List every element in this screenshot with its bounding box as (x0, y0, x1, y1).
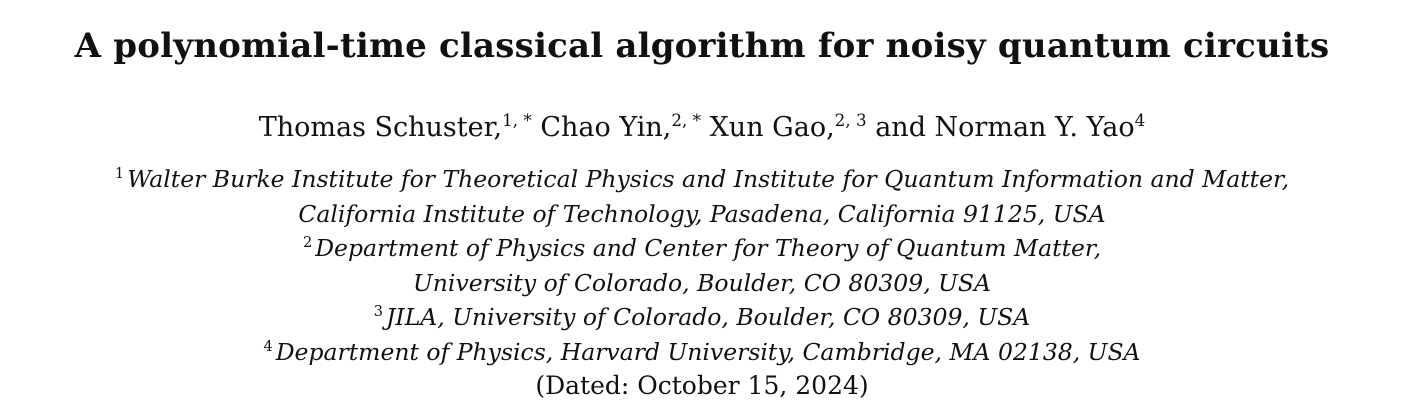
affiliation-3: 3 JILA, University of Colorado, Boulder, … (0, 300, 1404, 335)
author-affiliation-marks: 1, * (502, 110, 532, 130)
affiliation-number: 2 (302, 234, 313, 252)
author-affiliation-marks: 2, * (671, 110, 701, 130)
affiliation-number: 1 (114, 165, 125, 183)
author-affiliation-marks: 2, 3 (834, 110, 867, 130)
affiliation-2-line-2: University of Colorado, Boulder, CO 8030… (0, 266, 1404, 301)
affiliation-1-line-2: California Institute of Technology, Pasa… (0, 197, 1404, 232)
affiliation-text: University of Colorado, Boulder, CO 8030… (412, 268, 992, 297)
affiliation-list: 1 Walter Burke Institute for Theoretical … (0, 162, 1404, 403)
affiliation-text: JILA, University of Colorado, Boulder, C… (386, 303, 1031, 331)
author-name: Xun Gao, (709, 112, 835, 143)
author-name: Thomas Schuster, (258, 112, 503, 143)
author-name: and Norman Y. Yao (875, 112, 1135, 143)
affiliation-2-line-1: 2 Department of Physics and Center for Th… (0, 231, 1404, 266)
affiliation-1-line-1: 1 Walter Burke Institute for Theoretical … (0, 162, 1404, 197)
paper-title: A polynomial-time classical algorithm fo… (74, 26, 1330, 66)
affiliation-text: California Institute of Technology, Pasa… (298, 199, 1106, 228)
affiliation-text: Department of Physics, Harvard Universit… (275, 337, 1141, 366)
affiliation-text: Department of Physics and Center for The… (315, 234, 1102, 262)
affiliation-4: 4 Department of Physics, Harvard Universi… (0, 335, 1404, 370)
affiliation-number: 3 (373, 303, 383, 321)
affiliation-number: 4 (263, 337, 273, 355)
author-name: Chao Yin, (540, 112, 672, 143)
author-list: Thomas Schuster,1, * Chao Yin,2, * Xun G… (0, 112, 1404, 143)
author-affiliation-marks: 4 (1134, 110, 1146, 130)
affiliation-text: Walter Burke Institute for Theoretical P… (127, 165, 1290, 193)
dated-line: (Dated: October 15, 2024) (535, 371, 869, 400)
